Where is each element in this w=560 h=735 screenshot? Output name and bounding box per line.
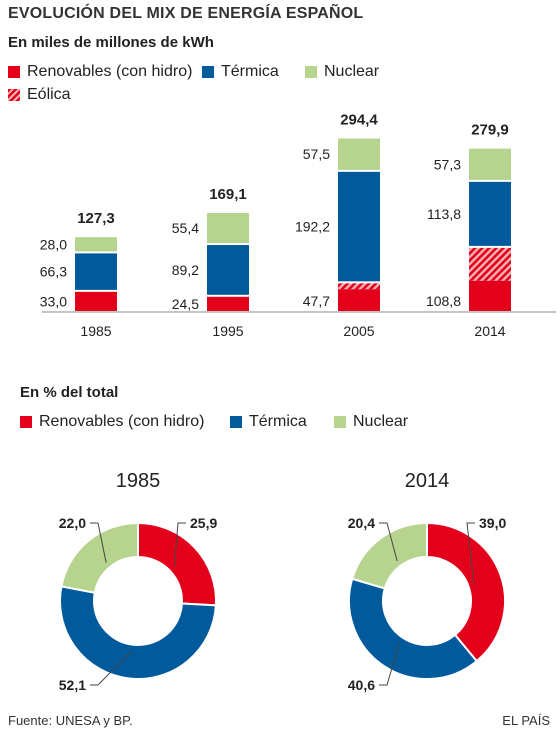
eolica-swatch bbox=[8, 89, 20, 101]
legend-label-termica: Térmica bbox=[221, 63, 279, 80]
segment-label: 57,5 bbox=[303, 146, 330, 162]
x-tick-label: 2005 bbox=[343, 323, 374, 339]
segment-label: 55,4 bbox=[172, 220, 199, 236]
donut-label: 20,4 bbox=[348, 515, 375, 531]
legend2-label-nuclear: Nuclear bbox=[353, 413, 409, 430]
bar-eolica-2014 bbox=[469, 247, 511, 281]
stacked-bar-chart: 33,0 66,3 28,0 127,3 1985 24,5 89,2 55,4 169,1 19… bbox=[40, 112, 556, 339]
donut-slice-2014-0 bbox=[426, 521, 506, 663]
nuclear-swatch bbox=[334, 416, 346, 428]
section-percent-title: En % del total bbox=[20, 384, 119, 401]
termica-swatch bbox=[202, 66, 214, 78]
x-tick-label: 1985 bbox=[80, 323, 111, 339]
bar-renovables-2014 bbox=[469, 280, 511, 311]
leader-line bbox=[379, 642, 400, 686]
legend-label-eolica: Eólica bbox=[27, 86, 71, 103]
bar-total-label: 279,9 bbox=[471, 122, 509, 139]
chart-subtitle: En miles de millones de kWh bbox=[8, 34, 214, 51]
renovables-swatch bbox=[8, 66, 20, 78]
donut-title-1985: 1985 bbox=[116, 470, 161, 492]
termica-swatch bbox=[230, 416, 242, 428]
leader-line bbox=[466, 522, 475, 585]
segment-label: 33,0 bbox=[40, 293, 67, 309]
donut-label: 39,0 bbox=[479, 515, 506, 531]
bar-total-label: 127,3 bbox=[77, 210, 115, 227]
bar-eolica-2005 bbox=[338, 283, 380, 290]
donut-title-2014: 2014 bbox=[405, 470, 450, 492]
donut-label: 25,9 bbox=[190, 515, 217, 531]
bar-renovables-2005 bbox=[338, 289, 380, 311]
bar-nuclear-1995 bbox=[207, 212, 249, 244]
chart-title: EVOLUCIÓN DEL MIX DE ENERGÍA ESPAÑOL bbox=[8, 5, 364, 22]
renovables-swatch bbox=[20, 416, 32, 428]
legend-item-eolica: Eólica bbox=[8, 86, 71, 104]
legend-item-nuclear: Nuclear bbox=[305, 63, 379, 81]
bar-total-label: 169,1 bbox=[209, 186, 247, 203]
leader-line bbox=[173, 522, 186, 567]
leader-line bbox=[90, 650, 133, 686]
source-note: Fuente: UNESA y BP. bbox=[8, 713, 133, 728]
brand-credit: EL PAÍS bbox=[502, 713, 550, 728]
donut-label: 22,0 bbox=[59, 515, 86, 531]
donut-slice-1985-0 bbox=[137, 521, 217, 607]
segment-label: 47,7 bbox=[303, 293, 330, 309]
leader-line bbox=[90, 522, 107, 563]
bar-termica-1995 bbox=[207, 245, 249, 295]
bar-termica-1985 bbox=[75, 253, 117, 290]
segment-label: 28,0 bbox=[40, 236, 67, 252]
donut-label: 40,6 bbox=[348, 677, 375, 693]
bar-renovables-1995 bbox=[207, 296, 249, 311]
segment-label: 57,3 bbox=[434, 156, 461, 172]
legend-label-nuclear: Nuclear bbox=[324, 63, 380, 80]
bar-nuclear-1985 bbox=[75, 237, 117, 252]
segment-label: 89,2 bbox=[172, 262, 199, 278]
bar-renovables-1985 bbox=[75, 291, 117, 311]
leader-line bbox=[379, 522, 398, 562]
donut-slice-2014-1 bbox=[348, 577, 479, 680]
legend2-label-termica: Térmica bbox=[249, 413, 307, 430]
bar-termica-2014 bbox=[469, 181, 511, 246]
nuclear-swatch bbox=[305, 66, 317, 78]
legend-item-termica: Térmica bbox=[202, 63, 279, 81]
x-tick-label: 1995 bbox=[212, 323, 243, 339]
donut-slice-2014-2 bbox=[350, 521, 428, 590]
segment-label: 108,8 bbox=[426, 293, 461, 309]
segment-label: 24,5 bbox=[172, 296, 199, 312]
legend2-item-termica: Térmica bbox=[230, 413, 307, 431]
legend-item-renovables: Renovables (con hidro) bbox=[8, 63, 192, 81]
donut-slice-1985-2 bbox=[60, 521, 139, 594]
segment-label: 192,2 bbox=[295, 219, 330, 235]
legend2-item-renovables: Renovables (con hidro) bbox=[20, 413, 204, 431]
x-tick-label: 2014 bbox=[474, 323, 505, 339]
legend2-item-nuclear: Nuclear bbox=[334, 413, 408, 431]
bar-total-label: 294,4 bbox=[340, 112, 378, 129]
legend-label-renovables: Renovables (con hidro) bbox=[27, 63, 193, 80]
segment-label: 113,8 bbox=[427, 206, 461, 222]
donut-slice-1985-1 bbox=[59, 585, 217, 680]
bar-nuclear-2014 bbox=[469, 148, 511, 180]
donut-label: 52,1 bbox=[59, 677, 86, 693]
legend2-label-renovables: Renovables (con hidro) bbox=[39, 413, 205, 430]
segment-label: 66,3 bbox=[40, 264, 67, 280]
bar-nuclear-2005 bbox=[338, 138, 380, 170]
bar-termica-2005 bbox=[338, 171, 380, 282]
